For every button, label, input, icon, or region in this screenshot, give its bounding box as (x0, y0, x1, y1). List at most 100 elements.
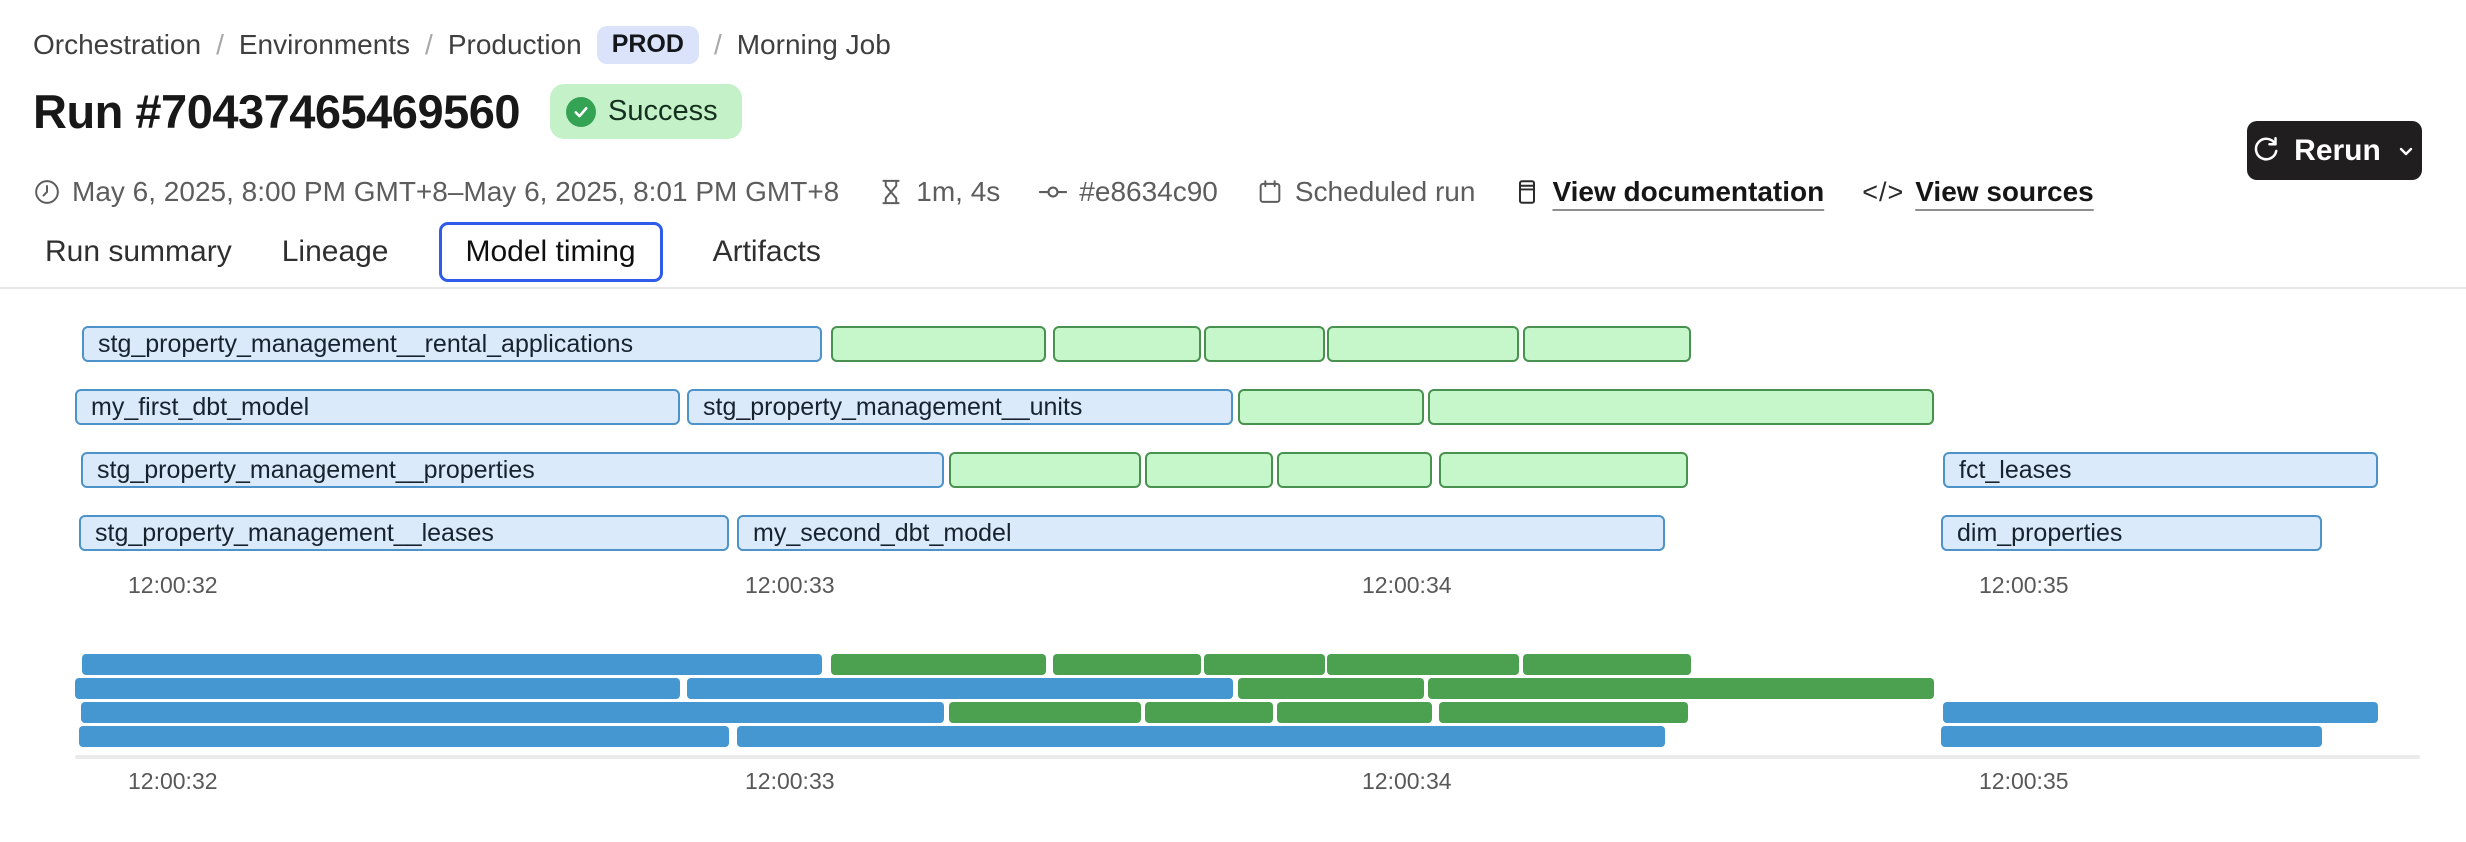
minimap-bar[interactable] (949, 702, 1141, 723)
axis-tick: 12:00:35 (1979, 572, 2069, 599)
gantt-bar[interactable] (1327, 326, 1519, 362)
gantt-bar[interactable] (831, 326, 1046, 362)
tab-artifacts[interactable]: Artifacts (713, 222, 821, 282)
model-timing-gantt: stg_property_management__rental_applicat… (0, 326, 2466, 578)
minimap-bar-my_first_dbt_model[interactable] (75, 678, 680, 699)
minimap-row (0, 678, 2466, 699)
minimap-bar[interactable] (831, 654, 1046, 675)
status-badge: Success (550, 84, 742, 139)
axis-tick: 12:00:34 (1362, 768, 1452, 795)
minimap-bar[interactable] (1439, 702, 1688, 723)
minimap-baseline (75, 755, 2420, 759)
gantt-bar-stg_property_management__properties[interactable]: stg_property_management__properties (81, 452, 944, 488)
axis-tick: 12:00:33 (745, 768, 835, 795)
minimap-bar[interactable] (1428, 678, 1934, 699)
code-icon: </> (1862, 177, 1904, 208)
gantt-bar[interactable] (1204, 326, 1325, 362)
gantt-bar-fct_leases[interactable]: fct_leases (1943, 452, 2378, 488)
gantt-bar-stg_property_management__units[interactable]: stg_property_management__units (687, 389, 1233, 425)
gantt-bar-stg_property_management__rental_applications[interactable]: stg_property_management__rental_applicat… (82, 326, 822, 362)
tab-run-summary[interactable]: Run summary (45, 222, 232, 282)
view-documentation-link-item[interactable]: View documentation (1513, 176, 1824, 208)
title-row: Run #70437465469560 Success (33, 84, 742, 139)
minimap-bar[interactable] (1523, 654, 1691, 675)
minimap-row (0, 702, 2466, 723)
gantt-bar[interactable] (1053, 326, 1201, 362)
gantt-bar[interactable] (1428, 389, 1934, 425)
status-label: Success (608, 95, 718, 128)
breadcrumb-environments[interactable]: Environments (239, 29, 410, 61)
minimap-bar[interactable] (1204, 654, 1325, 675)
time-axis: 12:00:32 12:00:33 12:00:34 12:00:35 (0, 572, 2466, 602)
gantt-bar[interactable] (1439, 452, 1688, 488)
axis-tick: 12:00:33 (745, 572, 835, 599)
gantt-bar[interactable] (1523, 326, 1691, 362)
axis-tick: 12:00:35 (1979, 768, 2069, 795)
run-duration-item: 1m, 4s (877, 176, 1000, 208)
breadcrumb: Orchestration / Environments / Production PRO… (33, 26, 891, 64)
gantt-bar[interactable] (1145, 452, 1273, 488)
gantt-row: my_first_dbt_modelstg_property_managemen… (0, 389, 2466, 425)
run-trigger-item: Scheduled run (1256, 176, 1476, 208)
breadcrumb-production[interactable]: Production (448, 29, 582, 61)
gantt-bar-my_first_dbt_model[interactable]: my_first_dbt_model (75, 389, 680, 425)
minimap-bar[interactable] (1277, 702, 1432, 723)
minimap-bar-dim_properties[interactable] (1941, 726, 2322, 747)
document-icon (1513, 178, 1541, 206)
breadcrumb-separator: / (425, 29, 433, 61)
rerun-label: Rerun (2294, 134, 2381, 168)
hourglass-icon (877, 178, 905, 206)
commit-icon (1038, 177, 1068, 207)
timing-minimap[interactable] (0, 654, 2466, 750)
commit-sha-item: #e8634c90 (1038, 176, 1218, 208)
minimap-bar-stg_property_management__properties[interactable] (81, 702, 944, 723)
run-detail-page: Orchestration / Environments / Production PRO… (0, 0, 2466, 842)
minimap-row (0, 654, 2466, 675)
page-title: Run #70437465469560 (33, 84, 520, 139)
gantt-bar-my_second_dbt_model[interactable]: my_second_dbt_model (737, 515, 1665, 551)
gantt-row: stg_property_management__leasesmy_second… (0, 515, 2466, 551)
gantt-bar-dim_properties[interactable]: dim_properties (1941, 515, 2322, 551)
refresh-icon (2251, 136, 2281, 166)
tab-lineage[interactable]: Lineage (282, 222, 389, 282)
minimap-bar-stg_property_management__units[interactable] (687, 678, 1233, 699)
run-duration: 1m, 4s (916, 176, 1000, 208)
minimap-bar[interactable] (1145, 702, 1273, 723)
axis-tick: 12:00:32 (128, 572, 218, 599)
view-sources-link: View sources (1915, 176, 2093, 208)
tabs: Run summary Lineage Model timing Artifacts (45, 222, 821, 282)
gantt-row: stg_property_management__properties fct_l… (0, 452, 2466, 488)
run-meta: May 6, 2025, 8:00 PM GMT+8–May 6, 2025, … (33, 170, 2094, 214)
tab-model-timing[interactable]: Model timing (439, 222, 663, 282)
run-trigger: Scheduled run (1295, 176, 1476, 208)
run-time-range: May 6, 2025, 8:00 PM GMT+8–May 6, 2025, … (72, 176, 839, 208)
commit-sha: #e8634c90 (1079, 176, 1218, 208)
time-axis: 12:00:32 12:00:33 12:00:34 12:00:35 (0, 768, 2466, 798)
breadcrumb-separator: / (216, 29, 224, 61)
breadcrumb-orchestration[interactable]: Orchestration (33, 29, 201, 61)
minimap-bar[interactable] (1053, 654, 1201, 675)
environment-badge: PROD (597, 26, 699, 64)
rerun-button[interactable]: Rerun (2247, 121, 2422, 180)
gantt-bar-stg_property_management__leases[interactable]: stg_property_management__leases (79, 515, 729, 551)
minimap-bar[interactable] (1327, 654, 1519, 675)
gantt-row: stg_property_management__rental_applicat… (0, 326, 2466, 362)
minimap-bar-stg_property_management__rental_applications[interactable] (82, 654, 822, 675)
run-time-range-item: May 6, 2025, 8:00 PM GMT+8–May 6, 2025, … (33, 176, 839, 208)
axis-tick: 12:00:32 (128, 768, 218, 795)
minimap-row (0, 726, 2466, 747)
breadcrumb-morning-job: Morning Job (737, 29, 891, 61)
gantt-bar[interactable] (949, 452, 1141, 488)
minimap-bar-stg_property_management__leases[interactable] (79, 726, 729, 747)
axis-tick: 12:00:34 (1362, 572, 1452, 599)
minimap-bar-my_second_dbt_model[interactable] (737, 726, 1665, 747)
minimap-bar-fct_leases[interactable] (1943, 702, 2378, 723)
gantt-bar[interactable] (1277, 452, 1432, 488)
view-sources-link-item[interactable]: </> View sources (1862, 176, 2094, 208)
success-check-icon (566, 97, 596, 127)
gantt-bar[interactable] (1238, 389, 1424, 425)
minimap-bar[interactable] (1238, 678, 1424, 699)
breadcrumb-separator: / (714, 29, 722, 61)
calendar-icon (1256, 178, 1284, 206)
view-documentation-link: View documentation (1552, 176, 1824, 208)
